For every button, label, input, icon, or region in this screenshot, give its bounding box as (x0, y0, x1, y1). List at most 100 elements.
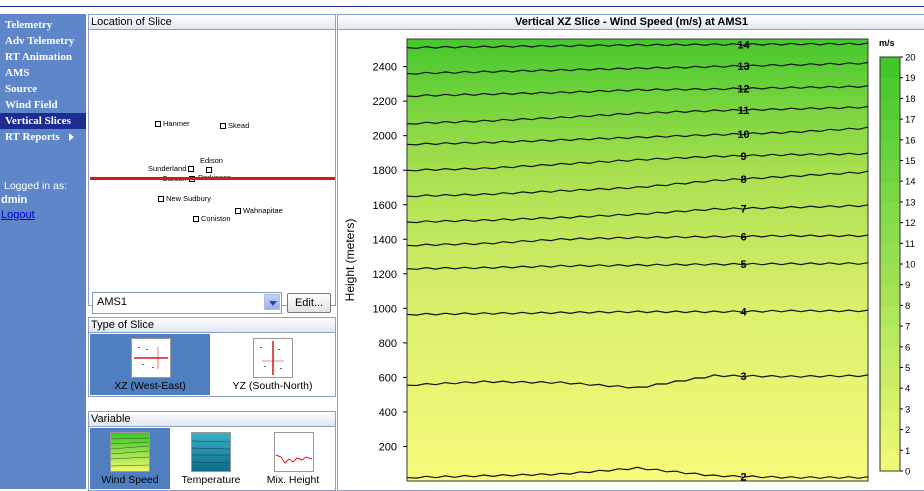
town-label: Skead (228, 121, 250, 130)
sidebar-item-adv-telemetry[interactable]: Adv Telemetry (5, 35, 75, 47)
colorbar-segment (880, 160, 900, 182)
sidebar-item-wind-field[interactable]: Wind Field (5, 99, 58, 111)
station-select-value: AMS1 (97, 296, 127, 308)
contour-line (406, 170, 869, 198)
town-marker: Wahnapitae (235, 206, 283, 215)
contour-line (406, 105, 869, 125)
variable-panel: Variable Wind Speed Temperature Mix. Hei… (88, 411, 336, 491)
contour-label: 7 (740, 203, 746, 215)
sidebar-nav: Telemetry Adv Telemetry RT Animation AMS… (0, 14, 86, 145)
y-tick-label: 1600 (373, 200, 397, 212)
variable-title: Variable (89, 412, 335, 427)
wind-speed-thumbnail-icon (110, 432, 150, 472)
sidebar-item-rt-reports[interactable]: RT Reports (0, 129, 86, 145)
wind-speed-field (406, 38, 869, 482)
yz-slice-icon (253, 338, 293, 378)
colorbar-unit: m/s (879, 38, 895, 48)
sidebar-item-source[interactable]: Source (5, 83, 38, 95)
contour-label: 11 (738, 105, 750, 117)
slice-location-map[interactable]: Hanmer Skead Edison Sunderland Garson Pa… (90, 31, 335, 283)
contour-label: 6 (740, 231, 746, 243)
location-panel-title: Location of Slice (89, 15, 335, 30)
colorbar-tick-label: 2 (905, 425, 910, 436)
town-square-icon (206, 167, 212, 174)
colorbar-segment (880, 429, 900, 451)
colorbar-segment (880, 326, 900, 348)
town-marker: Hanmer (155, 119, 190, 128)
y-tick-label: 200 (379, 441, 397, 453)
edit-button[interactable]: Edit... (287, 293, 331, 313)
town-marker: Coniston (193, 214, 231, 223)
colorbar-segment (880, 139, 900, 161)
town-square-icon (155, 121, 161, 128)
contour-label: 3 (740, 371, 746, 383)
colorbar-segment (880, 201, 900, 224)
town-square-icon (235, 208, 241, 215)
variable-mix-height-label: Mix. Height (266, 474, 320, 486)
variable-wind-speed-label: Wind Speed (101, 474, 159, 486)
contour-line (406, 152, 869, 172)
colorbar-tick-label: 13 (905, 197, 916, 208)
town-square-icon (188, 166, 195, 173)
colorbar-tick-label: 5 (905, 363, 910, 374)
contour-line (406, 234, 869, 247)
colorbar-tick-label: 7 (905, 322, 910, 333)
contour-label: 12 (737, 84, 749, 96)
colorbar-tick-label: 20 (905, 53, 916, 64)
variable-wind-speed-option[interactable]: Wind Speed (90, 428, 170, 489)
y-tick-label: 1200 (373, 269, 397, 281)
town-label: Wahnapitae (243, 206, 283, 215)
sidebar-item-ams[interactable]: AMS (5, 67, 30, 79)
contour-label: 2 (740, 471, 746, 483)
colorbar-segment (880, 98, 900, 120)
y-tick-label: 800 (379, 338, 397, 350)
town-square-icon (193, 216, 199, 223)
contour-label: 13 (737, 61, 749, 73)
contour-line (406, 42, 869, 49)
colorbar-segment (880, 305, 900, 327)
town-label: Sunderland (148, 164, 187, 173)
colorbar-tick-label: 11 (905, 239, 915, 250)
colorbar-segment (880, 119, 900, 141)
sidebar-item-rt-animation[interactable]: RT Animation (5, 51, 72, 63)
slice-type-xz-option[interactable]: XZ (West-East) (90, 334, 210, 395)
submenu-arrow-icon (69, 133, 74, 141)
town-label: New Sudbury (166, 194, 212, 203)
username: dmin (1, 194, 28, 206)
dropdown-button[interactable] (264, 294, 280, 310)
contour-label: 4 (740, 306, 747, 318)
colorbar-tick-label: 9 (905, 280, 910, 291)
colorbar-tick-label: 17 (905, 115, 916, 126)
temperature-thumbnail-icon (191, 432, 231, 472)
contour-line (406, 85, 869, 98)
colorbar-tick-label: 16 (905, 135, 916, 146)
top-divider (0, 0, 924, 7)
logout-link[interactable]: Logout (1, 209, 35, 221)
colorbar-tick-label: 6 (905, 342, 910, 353)
contour-line (406, 61, 869, 75)
slice-line[interactable] (90, 177, 335, 180)
colorbar-tick-label: 10 (905, 260, 916, 271)
logged-in-label: Logged in as: (4, 180, 68, 192)
colorbar-segment (880, 450, 900, 472)
y-tick-label: 400 (379, 407, 397, 419)
contour-line (406, 309, 869, 316)
town-label: Coniston (201, 214, 231, 223)
slice-plot-panel: Vertical XZ Slice - Wind Speed (m/s) at … (337, 14, 924, 491)
y-tick-label: 1400 (373, 234, 397, 246)
contour-label: 9 (740, 151, 746, 163)
colorbar-segment (880, 57, 900, 79)
sidebar-item-vertical-slices[interactable]: Vertical Slices (0, 113, 86, 129)
variable-mix-height-option[interactable]: Mix. Height (252, 428, 334, 489)
colorbar-tick-label: 4 (905, 384, 910, 395)
town-square-icon (220, 123, 226, 130)
colorbar-tick-label: 19 (905, 73, 916, 84)
variable-temperature-option[interactable]: Temperature (171, 428, 251, 489)
station-select[interactable]: AMS1 (92, 292, 282, 314)
contour-line (406, 204, 869, 224)
sidebar-item-telemetry[interactable]: Telemetry (5, 19, 53, 31)
y-tick-label: 1000 (373, 303, 397, 315)
slice-type-yz-option[interactable]: YZ (South-North) (211, 334, 334, 395)
colorbar-tick-label: 15 (905, 156, 916, 167)
town-marker: Sunderland (148, 164, 196, 173)
